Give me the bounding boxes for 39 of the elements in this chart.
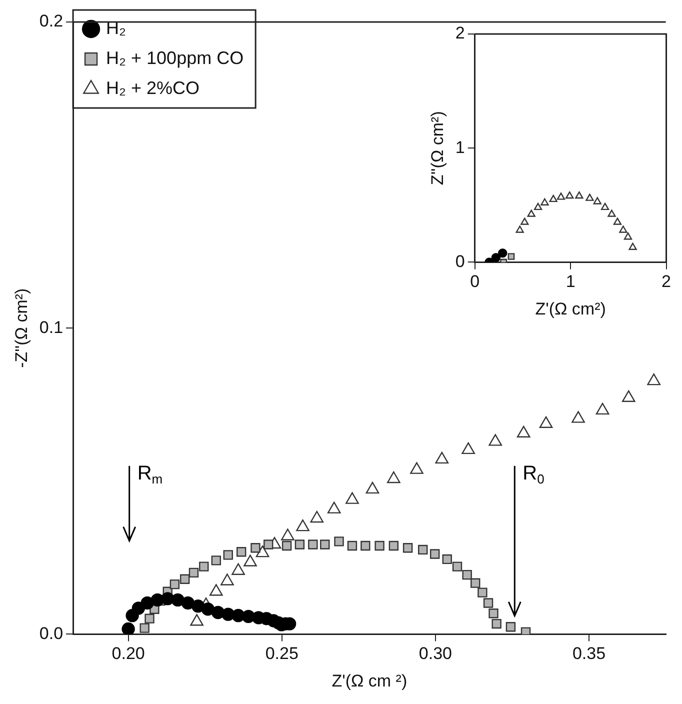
point: [613, 218, 622, 225]
y-tick-label: 0.0: [39, 624, 64, 643]
y-axis-title: Z''(Ω cm²): [428, 111, 447, 186]
y-tick-label: 1: [455, 138, 465, 157]
point: [491, 253, 501, 262]
legend-label: H₂ + 100ppm CO: [106, 48, 244, 68]
point: [498, 248, 508, 258]
point: [534, 202, 542, 210]
point: [593, 197, 602, 204]
y-tick-label: 0: [455, 252, 465, 271]
x-tick-label: 0.30: [418, 644, 452, 664]
point: [527, 210, 536, 217]
y-tick-label: 2: [455, 24, 465, 43]
point: [516, 226, 524, 233]
legend-label: H₂ + 2%CO: [106, 78, 200, 98]
point: [520, 218, 529, 225]
x-tick-label: 0.25: [265, 644, 298, 664]
point: [628, 242, 637, 250]
point: [540, 198, 549, 206]
point: [549, 194, 558, 202]
x-tick-label: 0: [470, 272, 480, 292]
point: [508, 253, 515, 260]
y-axis-title: -Z''(Ω cm²): [12, 288, 31, 368]
point: [556, 192, 566, 200]
point: [619, 226, 628, 233]
y-tick-label: 0.2: [39, 12, 64, 31]
point: [608, 210, 616, 217]
point: [586, 194, 594, 201]
x-axis-title: Z'(Ω cm²): [535, 299, 606, 318]
point: [600, 202, 610, 210]
x-tick-label: 0.35: [572, 644, 606, 664]
x-tick-label: 0.20: [112, 644, 145, 664]
x-axis-title: Z'(Ω cm ²): [332, 671, 408, 690]
point: [624, 232, 632, 240]
y-tick-label: 0.1: [39, 318, 64, 337]
x-tick-label: 1: [566, 272, 576, 292]
point: [566, 191, 574, 199]
point: [575, 191, 584, 199]
x-tick-label: 2: [662, 272, 672, 292]
